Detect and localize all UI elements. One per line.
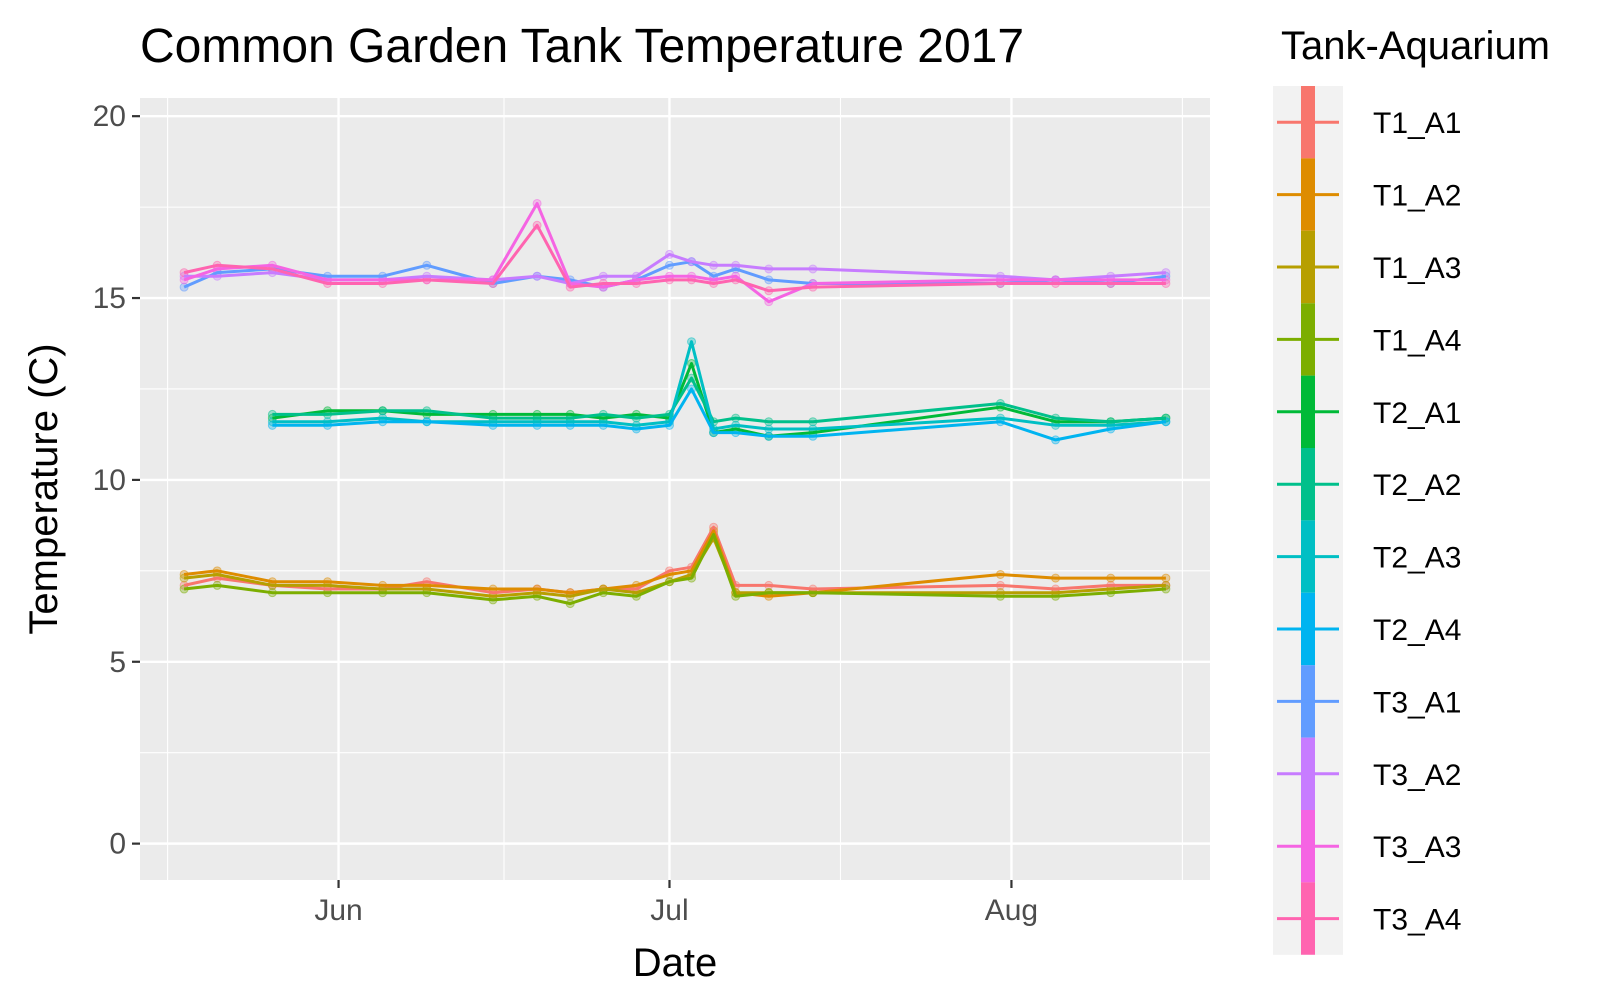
legend-label: T3_A2 bbox=[1373, 759, 1461, 792]
x-tick-label: Aug bbox=[985, 894, 1038, 927]
y-tick-label: 5 bbox=[109, 646, 126, 679]
legend-label: T2_A1 bbox=[1373, 397, 1461, 430]
series-line bbox=[272, 387, 1167, 442]
series-line bbox=[183, 223, 1166, 293]
series-line bbox=[272, 376, 1166, 424]
y-tick-label: 0 bbox=[109, 828, 126, 861]
legend-label: T1_A4 bbox=[1373, 324, 1461, 357]
legend-label: T3_A4 bbox=[1373, 904, 1461, 937]
y-tick-label: 10 bbox=[93, 464, 126, 497]
legend-label: T2_A2 bbox=[1373, 469, 1461, 502]
legend-label: T3_A1 bbox=[1373, 686, 1461, 719]
chart-title: Common Garden Tank Temperature 2017 bbox=[140, 20, 1024, 73]
legend-label: T1_A2 bbox=[1373, 180, 1461, 213]
legend-label: T1_A3 bbox=[1373, 252, 1461, 285]
x-tick-label: Jun bbox=[314, 894, 362, 927]
series-line bbox=[183, 202, 1166, 304]
y-axis-title: Temperature (C) bbox=[22, 343, 66, 634]
legend-label: T2_A4 bbox=[1373, 614, 1461, 647]
x-tick-label: Jul bbox=[650, 894, 688, 927]
y-tick-label: 15 bbox=[93, 282, 126, 315]
legend: T1_A1 T1_A2 T1_A3 T1_A4 T2_A1 T2_A2 T2_A3 T2_A4… bbox=[1273, 86, 1461, 955]
legend-label: T2_A3 bbox=[1373, 542, 1461, 575]
series-line bbox=[183, 525, 1166, 595]
legend-label: T1_A1 bbox=[1373, 107, 1461, 140]
axes: 0 5 10 15 20 Jun Jul Aug bbox=[93, 100, 1039, 927]
series-line bbox=[183, 536, 1166, 598]
series-line bbox=[183, 533, 1167, 606]
series-line bbox=[183, 529, 1166, 598]
y-tick-label: 20 bbox=[93, 100, 126, 133]
series-lines bbox=[183, 202, 1167, 606]
grid-lines bbox=[140, 98, 1210, 880]
legend-title: Tank-Aquarium bbox=[1281, 24, 1550, 68]
x-axis-title: Date bbox=[633, 941, 718, 985]
legend-label: T3_A3 bbox=[1373, 831, 1461, 864]
plot-panel bbox=[140, 98, 1210, 880]
